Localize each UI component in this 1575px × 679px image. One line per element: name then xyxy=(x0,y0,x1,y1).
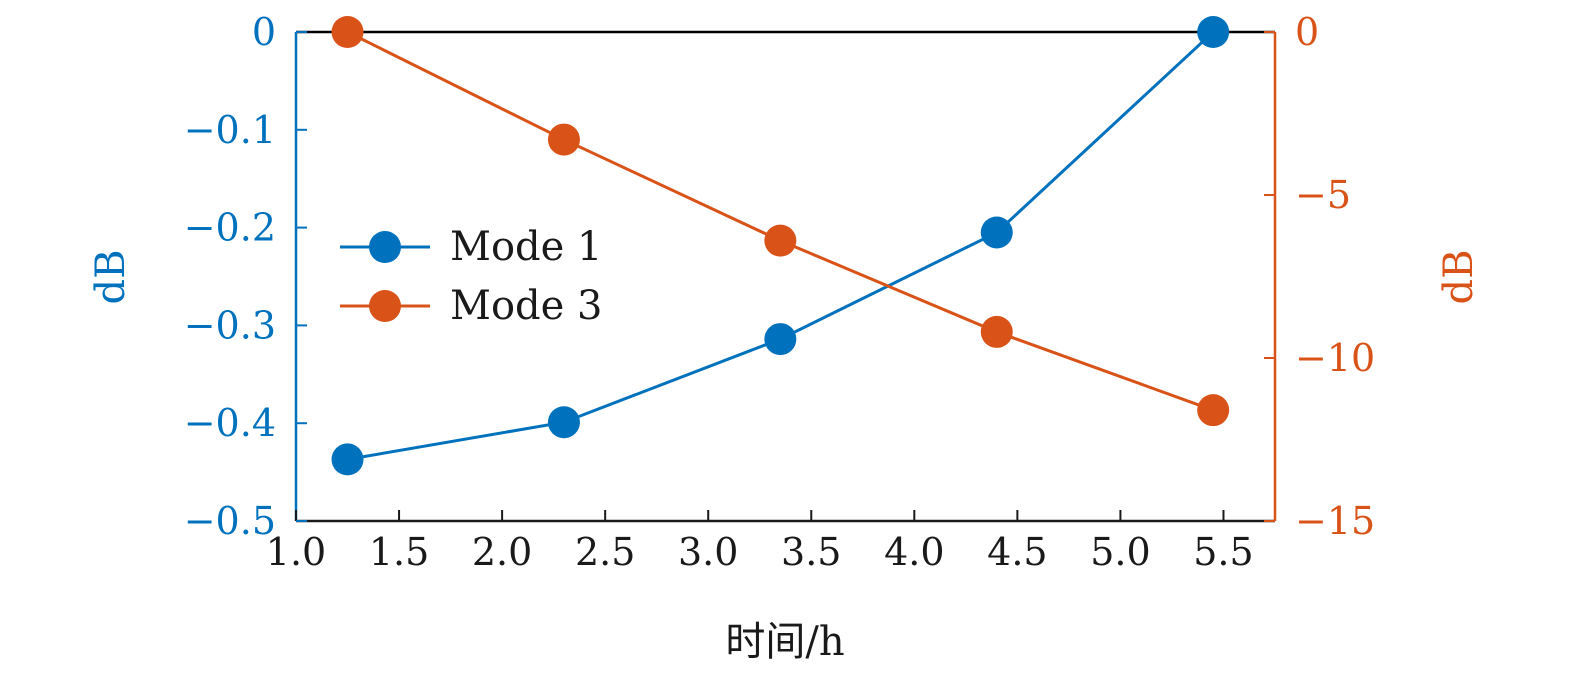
right-y-axis-title: dB xyxy=(1436,250,1482,305)
data-point-mode-3 xyxy=(547,123,580,156)
x-tick-label: 5.5 xyxy=(1193,530,1253,574)
data-point-mode-1 xyxy=(331,443,364,476)
left-y-axis-title: dB xyxy=(88,250,134,305)
x-tick-label: 1.5 xyxy=(369,530,429,574)
data-point-mode-3 xyxy=(331,16,364,48)
series-points xyxy=(331,16,1230,476)
data-point-mode-3 xyxy=(764,224,797,257)
x-tick-label: 4.0 xyxy=(884,530,944,574)
left-y-tick-label: −0.4 xyxy=(184,401,276,445)
left-y-tick-label: 0 xyxy=(252,10,276,54)
x-tick-label: 5.0 xyxy=(1090,530,1150,574)
data-point-mode-3 xyxy=(1197,394,1230,427)
left-y-tick-label: −0.1 xyxy=(184,108,276,152)
x-axis-title: 时间/h xyxy=(725,619,844,665)
data-point-mode-1 xyxy=(547,406,580,439)
legend: Mode 1 Mode 3 xyxy=(340,224,602,329)
x-tick-label: 4.5 xyxy=(987,530,1047,574)
data-point-mode-1 xyxy=(764,323,797,356)
left-y-tick-label: −0.2 xyxy=(184,206,276,250)
left-y-tick-label: −0.5 xyxy=(184,499,276,543)
right-y-tick-label: −5 xyxy=(1295,173,1351,217)
x-tick-label: 3.0 xyxy=(678,530,738,574)
x-tick-label: 1.0 xyxy=(266,530,326,574)
data-point-mode-1 xyxy=(980,216,1013,249)
x-tick-label: 2.0 xyxy=(472,530,532,574)
data-point-mode-1 xyxy=(1197,16,1230,48)
legend-label-mode-1: Mode 1 xyxy=(450,224,602,270)
x-tick-label: 3.5 xyxy=(781,530,841,574)
axes: 1.0 1.5 2.0 2.5 3.0 3.5 4.0 4.5 5.0 5.5 0 −0.1 −0.2 −… xyxy=(184,10,1375,574)
data-point-mode-3 xyxy=(980,315,1013,348)
legend-marker-mode-3 xyxy=(369,290,401,322)
right-y-tick-label: −10 xyxy=(1295,336,1375,380)
x-tick-label: 2.5 xyxy=(575,530,635,574)
right-y-tick-label: −15 xyxy=(1295,499,1375,543)
legend-marker-mode-1 xyxy=(369,231,401,263)
legend-label-mode-3: Mode 3 xyxy=(450,283,602,329)
left-y-tick-label: −0.3 xyxy=(184,303,276,347)
right-y-tick-label: 0 xyxy=(1295,10,1319,54)
